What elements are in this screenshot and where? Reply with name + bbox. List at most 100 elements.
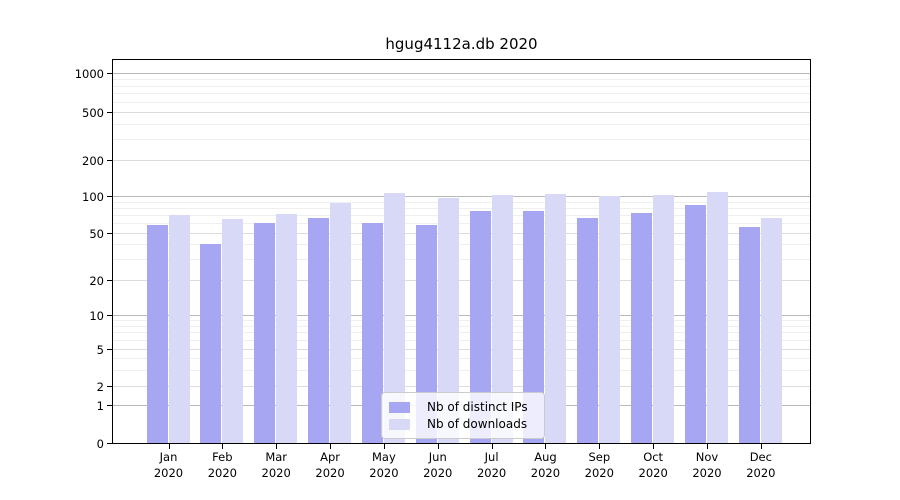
y-tick-label-20: 20 bbox=[89, 273, 104, 288]
bar-downloads-sep bbox=[599, 196, 621, 443]
month-label: Dec bbox=[749, 450, 772, 464]
bar-downloads-oct bbox=[653, 195, 675, 443]
month-label: Jan bbox=[159, 450, 178, 464]
gridline-minor-400 bbox=[113, 123, 810, 125]
bar-ips-jun bbox=[415, 225, 437, 443]
legend-label-downloads: Nb of downloads bbox=[427, 417, 528, 431]
y-tick-label-50: 50 bbox=[89, 226, 104, 241]
y-tick-label-1000: 1000 bbox=[74, 66, 104, 81]
y-tick-50 bbox=[107, 233, 112, 234]
legend-swatch-ips-icon bbox=[389, 401, 410, 413]
gridline-minor-30 bbox=[113, 259, 810, 261]
y-tick-label-10: 10 bbox=[89, 308, 104, 323]
month-label: May bbox=[372, 450, 396, 464]
gridline-minor-90 bbox=[113, 201, 810, 203]
x-tick-label-sep: Sep 2020 bbox=[564, 450, 634, 481]
y-tick-1 bbox=[107, 405, 112, 406]
month-label: Mar bbox=[265, 450, 288, 464]
bar-downloads-jul bbox=[491, 194, 513, 443]
y-tick-label-0: 0 bbox=[96, 436, 104, 451]
y-tick-label-1: 1 bbox=[96, 398, 104, 413]
gridline-minor-7 bbox=[113, 332, 810, 334]
y-tick-10 bbox=[107, 315, 112, 316]
gridline-minor-700 bbox=[113, 93, 810, 95]
year-label: 2020 bbox=[153, 465, 184, 480]
x-tick-feb bbox=[222, 444, 224, 449]
bar-ips-nov bbox=[685, 205, 706, 443]
x-tick-jan bbox=[168, 444, 170, 449]
legend-item-ips: Nb of distinct IPs bbox=[389, 399, 538, 415]
bar-ips-may bbox=[361, 223, 383, 443]
year-label: 2020 bbox=[315, 465, 345, 480]
chart-title: hgug4112a.db 2020 bbox=[385, 35, 538, 53]
gridline-minor-4 bbox=[113, 358, 810, 359]
gridline-minor-9 bbox=[113, 320, 810, 322]
y-tick-label-100: 100 bbox=[82, 189, 104, 204]
x-tick-label-mar: Mar 2020 bbox=[241, 450, 311, 481]
year-label: 2020 bbox=[369, 465, 399, 480]
gridline-minor-600 bbox=[113, 101, 810, 103]
gridline-5 bbox=[113, 349, 810, 350]
year-label: 2020 bbox=[746, 465, 776, 480]
month-label: Oct bbox=[643, 450, 664, 464]
year-label: 2020 bbox=[584, 465, 614, 480]
year-label: 2020 bbox=[692, 465, 722, 480]
y-tick-5 bbox=[107, 349, 112, 350]
y-tick-label-2: 2 bbox=[96, 379, 104, 394]
x-tick-apr bbox=[330, 444, 332, 449]
x-tick-dec bbox=[760, 444, 762, 449]
gridline-minor-70 bbox=[113, 215, 810, 217]
bar-ips-mar bbox=[254, 223, 276, 443]
bar-ips-jan bbox=[146, 225, 168, 443]
gridline-200 bbox=[113, 160, 810, 161]
bar-ips-jul bbox=[469, 210, 491, 443]
x-tick-mar bbox=[276, 444, 278, 449]
y-tick-20 bbox=[107, 280, 112, 281]
y-tick-2 bbox=[107, 386, 112, 387]
gridline-minor-40 bbox=[113, 244, 810, 246]
bar-ips-apr bbox=[308, 218, 330, 443]
x-tick-label-dec: Dec 2020 bbox=[726, 450, 796, 481]
bar-downloads-apr bbox=[330, 202, 352, 443]
gridline-minor-60 bbox=[113, 223, 810, 225]
gridline-100 bbox=[113, 196, 810, 197]
y-tick-200 bbox=[107, 160, 112, 161]
bar-downloads-mar bbox=[276, 214, 298, 443]
y-tick-500 bbox=[107, 112, 112, 113]
gridline-minor-800 bbox=[113, 85, 810, 87]
month-label: Sep bbox=[588, 450, 611, 464]
year-label: 2020 bbox=[261, 465, 291, 480]
x-tick-may bbox=[383, 444, 385, 449]
month-label: Nov bbox=[695, 450, 719, 464]
gridline-minor-6 bbox=[113, 340, 810, 342]
bar-ips-dec bbox=[738, 226, 760, 443]
gridline-1000 bbox=[113, 73, 810, 74]
year-label: 2020 bbox=[423, 465, 453, 480]
x-tick-label-may: May 2020 bbox=[349, 450, 419, 481]
x-tick-label-jun: Jun 2020 bbox=[403, 450, 473, 481]
bar-ips-oct bbox=[631, 212, 653, 443]
year-label: 2020 bbox=[638, 465, 668, 480]
x-tick-label-aug: Aug 2020 bbox=[510, 450, 580, 481]
bar-ips-sep bbox=[577, 218, 599, 443]
month-label: Jun bbox=[428, 450, 447, 464]
bar-downloads-nov bbox=[707, 192, 728, 443]
x-tick-label-oct: Oct 2020 bbox=[618, 450, 688, 481]
bar-downloads-feb bbox=[222, 218, 244, 443]
x-tick-nov bbox=[707, 444, 708, 449]
gridline-minor-80 bbox=[113, 207, 810, 209]
y-tick-label-5: 5 bbox=[96, 342, 104, 357]
gridline-10 bbox=[113, 315, 810, 316]
bar-downloads-may bbox=[383, 193, 405, 443]
bar-downloads-dec bbox=[760, 218, 782, 443]
x-tick-label-apr: Apr 2020 bbox=[295, 450, 365, 481]
gridline-50 bbox=[113, 233, 810, 234]
bar-downloads-jan bbox=[168, 215, 190, 443]
x-tick-aug bbox=[545, 444, 547, 449]
x-tick-label-jan: Jan 2020 bbox=[134, 450, 204, 481]
bar-downloads-aug bbox=[545, 193, 567, 443]
month-label: Aug bbox=[534, 450, 557, 464]
x-tick-label-jul: Jul 2020 bbox=[457, 450, 527, 481]
gridline-minor-8 bbox=[113, 325, 810, 327]
gridline-minor-3 bbox=[113, 369, 810, 371]
